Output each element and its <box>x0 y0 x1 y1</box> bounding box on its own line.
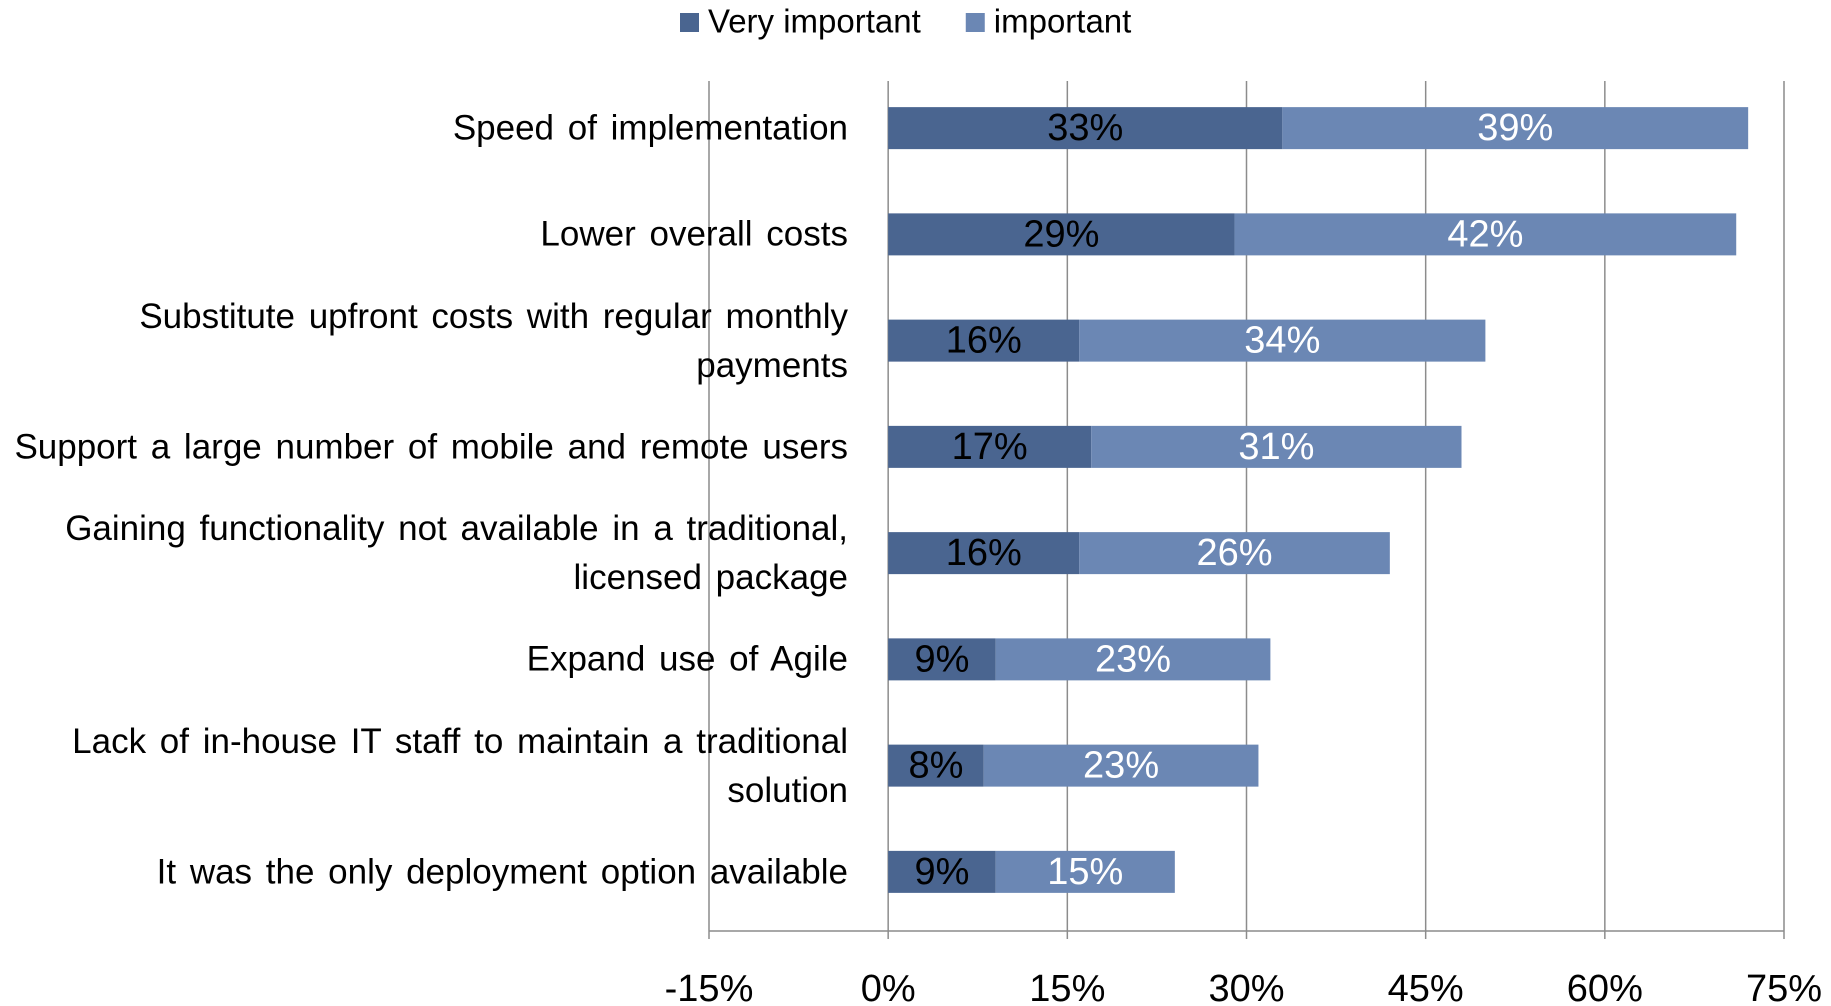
bar-segment <box>995 850 1175 893</box>
bar-segment <box>1079 532 1390 575</box>
legend-label: Very important <box>708 3 921 40</box>
category-label: Substitute upfront costs with regular mo… <box>139 296 848 385</box>
data-label: 15% <box>1047 851 1123 893</box>
bar-segment <box>888 425 1092 468</box>
data-label: 17% <box>952 426 1028 468</box>
bar-segment <box>888 744 984 787</box>
data-label: 23% <box>1095 638 1171 680</box>
data-label: 9% <box>914 851 969 893</box>
legend-swatch <box>965 13 985 32</box>
bar-segment <box>888 850 996 893</box>
data-label: 8% <box>908 745 963 787</box>
x-tick-label: -15% <box>665 968 754 1006</box>
legend-swatch <box>680 13 699 32</box>
bar-segment <box>888 532 1080 575</box>
data-label: 16% <box>946 320 1022 362</box>
bar-segment <box>1079 319 1486 362</box>
bar-segment <box>1091 425 1462 468</box>
x-tick-label: 0% <box>861 968 916 1006</box>
x-tick-label: 45% <box>1388 968 1464 1006</box>
bar-segment <box>995 638 1271 681</box>
bar-segment <box>888 213 1235 256</box>
x-tick-label: 75% <box>1746 968 1822 1006</box>
bar-segment <box>1282 107 1749 150</box>
data-label: 23% <box>1083 745 1159 787</box>
data-label: 31% <box>1238 426 1314 468</box>
data-label: 39% <box>1477 107 1553 149</box>
data-label: 33% <box>1047 107 1123 149</box>
data-label: 29% <box>1023 213 1099 255</box>
bar-segment <box>888 638 996 681</box>
category-label: It was the only deployment option availa… <box>156 852 848 892</box>
category-label: Expand use of Agile <box>526 639 848 679</box>
category-label: Gaining functionality not available in a… <box>65 509 848 598</box>
x-tick-label: 60% <box>1567 968 1643 1006</box>
data-label: 9% <box>914 638 969 680</box>
data-label: 16% <box>946 532 1022 574</box>
x-tick-label: 30% <box>1208 968 1284 1006</box>
category-label: Lower overall costs <box>540 214 848 254</box>
x-tick-label: 15% <box>1029 968 1105 1006</box>
bar-segment <box>983 744 1259 787</box>
data-label: 42% <box>1447 213 1523 255</box>
legend-label: important <box>994 3 1132 40</box>
bar-segment <box>888 319 1080 362</box>
data-label: 34% <box>1244 320 1320 362</box>
bar-segment <box>1234 213 1737 256</box>
data-label: 26% <box>1197 532 1273 574</box>
category-label: Lack of in-house IT staff to maintain a … <box>72 721 848 810</box>
bar-segment <box>888 107 1283 150</box>
category-label: Support a large number of mobile and rem… <box>14 427 848 467</box>
category-label: Speed of implementation <box>452 108 848 148</box>
